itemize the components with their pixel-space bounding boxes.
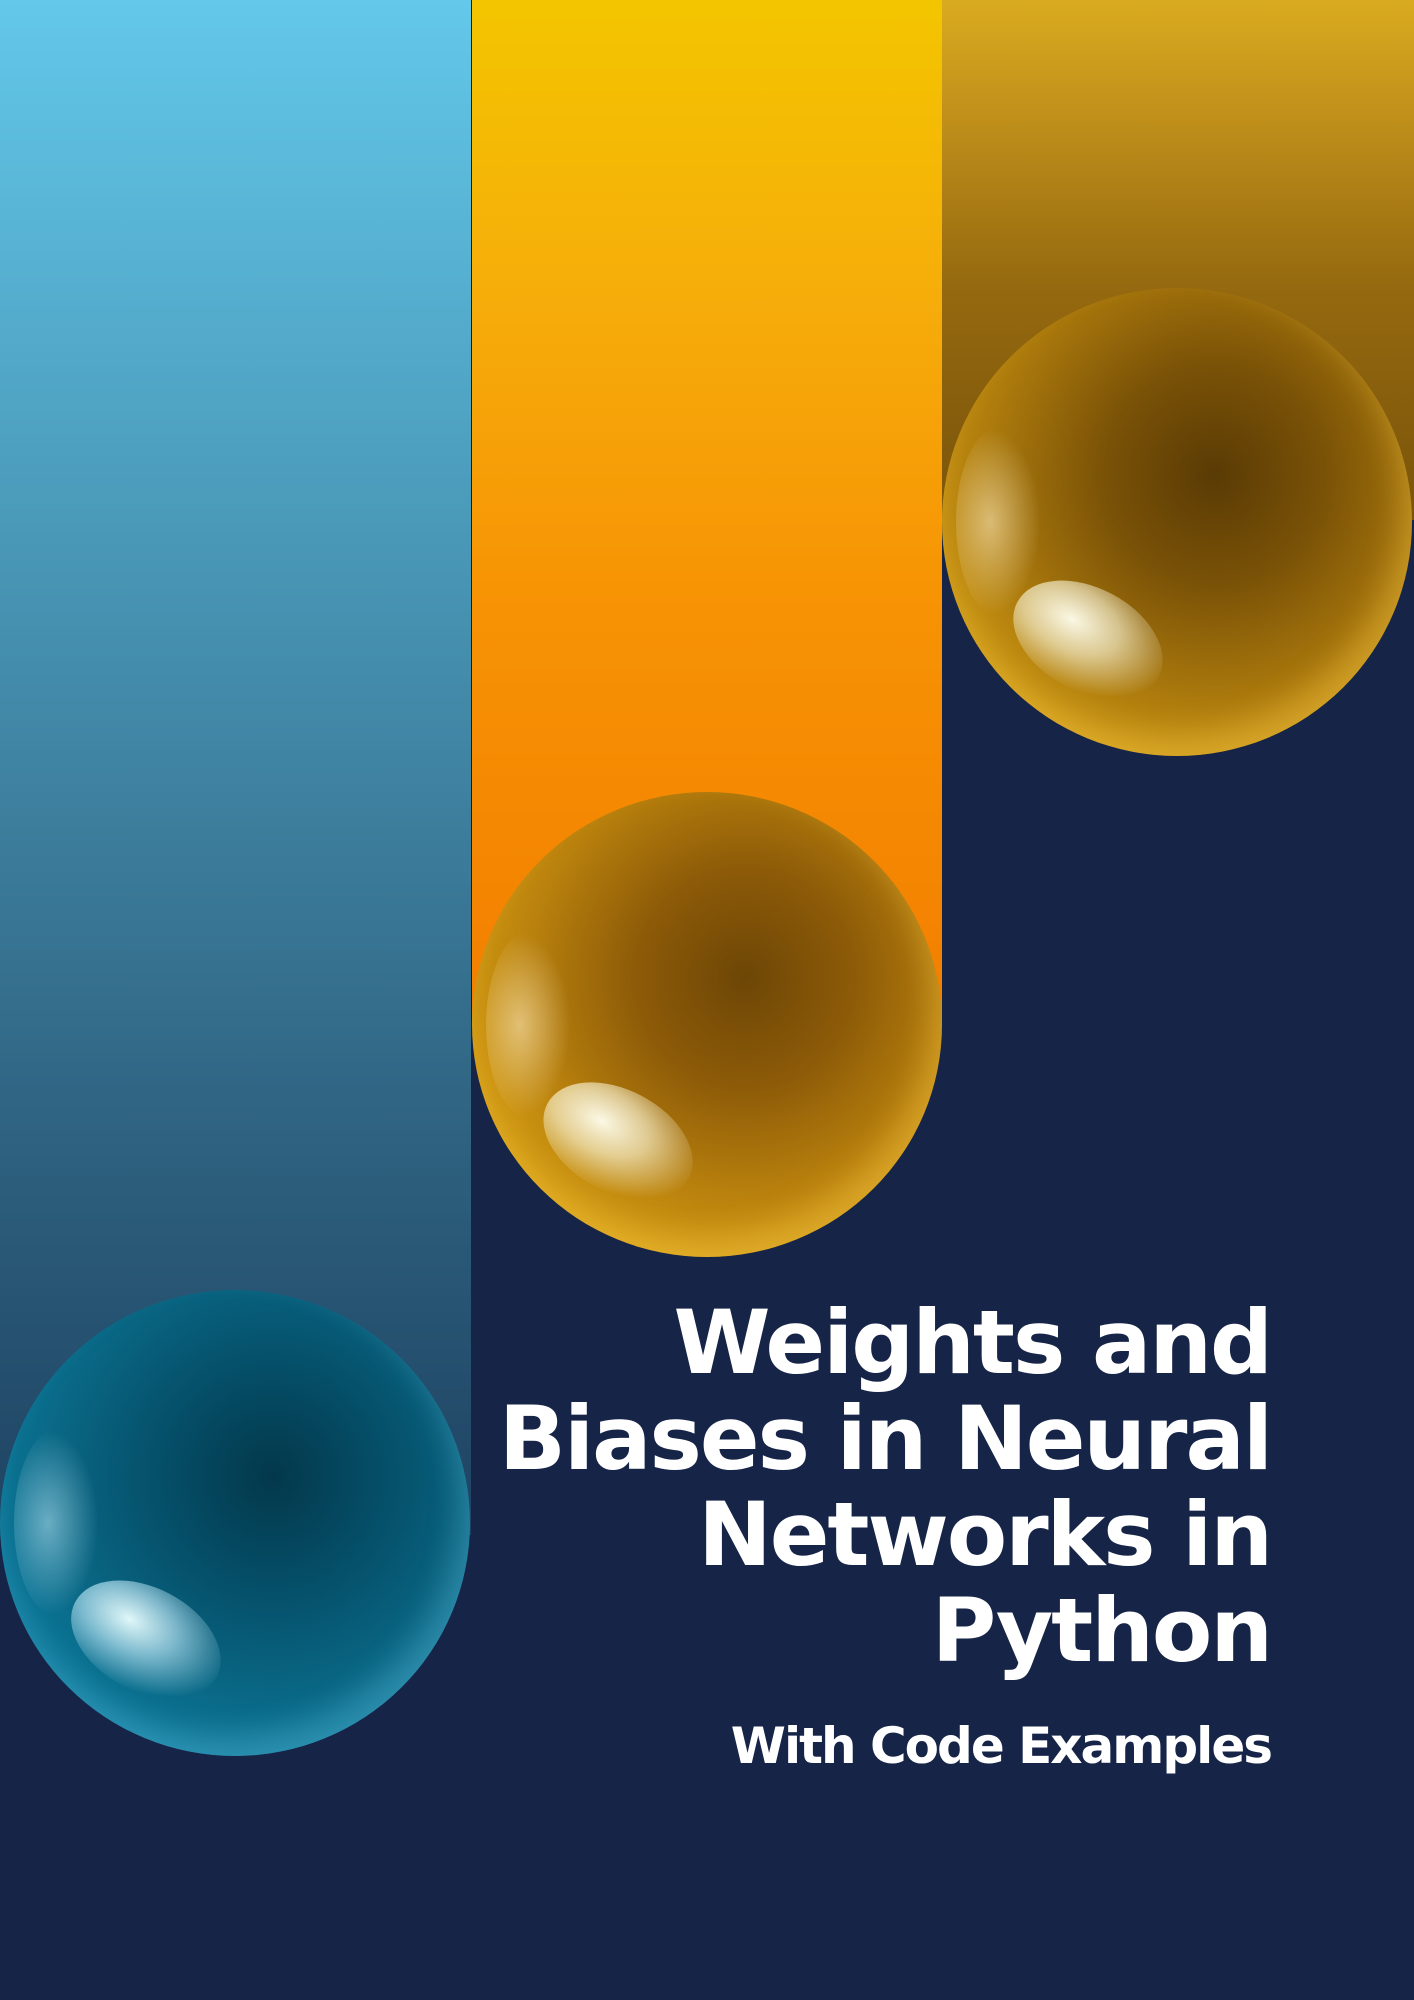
cover-subtitle: With Code Examples [730, 1717, 1273, 1775]
blue-sphere [0, 1290, 470, 1756]
blue-column [0, 0, 471, 1535]
gold-sphere-top [942, 288, 1412, 756]
sphere-rim-highlight [14, 1429, 99, 1617]
column-divider [471, 0, 472, 1020]
cover-title: Weights and Biases in Neural Networks in… [498, 1291, 1273, 1682]
sphere-rim-highlight [956, 428, 1041, 616]
gold-sphere-middle [472, 792, 942, 1257]
sphere-rim-highlight [486, 931, 571, 1118]
